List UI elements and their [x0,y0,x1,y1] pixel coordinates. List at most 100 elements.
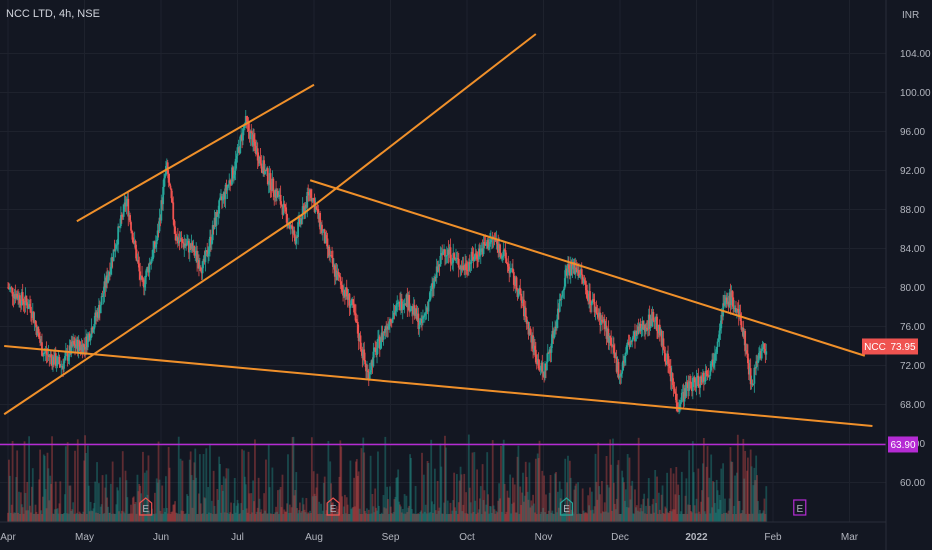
candle-body [496,239,499,244]
volume-bar [752,485,755,522]
volume-bar [568,460,571,522]
volume-bar [276,490,279,522]
candle-body [666,353,669,365]
volume-bar [39,449,42,522]
volume-bar [442,513,445,522]
candle-body [206,250,209,257]
candle-body [324,235,327,244]
volume-bar [634,489,636,522]
candle-body [344,287,347,297]
volume-bar [354,506,356,522]
candle-body [690,382,692,384]
volume-bar [431,501,434,522]
candle-body [441,253,444,255]
candle-body [39,338,42,343]
candle-body [201,261,204,274]
candle-body [10,287,13,289]
volume-bar [520,504,523,522]
candle-body [360,349,363,352]
candle-body [465,263,467,270]
volume-bar [715,479,718,522]
volume-bar [549,474,552,522]
x-tick-label: Feb [764,532,782,543]
candle-body [329,255,332,257]
candle-body [369,370,372,373]
candle-body [589,291,591,304]
volume-bar [307,512,310,522]
candle-body [241,134,243,141]
candle-body [500,256,503,259]
candle-body [163,178,165,187]
candle-body [643,325,646,330]
volume-bar [760,513,763,522]
candle-body [735,309,738,312]
volume-bar [74,450,76,522]
trendlines[interactable] [0,33,886,446]
volume-bar [729,447,732,522]
candle-body [527,321,530,335]
candle-body [505,258,508,264]
candle-body [424,312,427,314]
volume-bar [718,494,721,522]
volume-bar [672,473,675,522]
volume-bar [108,512,110,522]
volume-bar [535,513,538,522]
volume-bar [747,513,750,522]
volume-bar [375,507,378,522]
candle-body [340,281,343,285]
volume-bar [719,500,722,522]
y-tick-label: 68.00 [900,400,925,411]
volume-bar [576,513,579,522]
earnings-event-icon[interactable]: E [139,497,153,516]
candle-body [258,156,261,164]
volume-bar [503,483,506,522]
candle-body [63,360,65,369]
candle-body [719,328,722,331]
volume-bar [717,509,720,522]
volume-bar [63,513,65,522]
candle-body [702,372,704,382]
volume-bar [517,445,520,522]
candle-body [261,168,264,174]
earnings-event-icon[interactable]: E [793,499,807,516]
candle-body [623,355,626,363]
candle-body [607,328,610,343]
volume-bar [657,513,659,522]
candle-body [302,206,305,208]
volume-bar [255,511,258,522]
volume-bar [733,505,736,522]
volume-bar [725,512,728,522]
volume-bar [405,495,408,522]
candle-body [169,185,172,189]
candle-body [650,318,653,327]
volume-bar [379,513,382,522]
volume-bar [710,454,713,522]
candle-body [428,300,431,302]
volume-bar [619,513,622,522]
volume-bar [668,513,670,522]
candle-body [698,386,701,388]
volume-bar [554,473,557,522]
candle-body [630,341,633,343]
candle-body [716,341,719,348]
volume-bar [467,434,470,522]
candle-body [139,271,142,280]
volume-bar [176,513,179,522]
volume-bar [32,513,35,522]
candle-body [611,345,613,346]
volume-bar [249,513,252,522]
volume-bar [730,461,733,522]
earnings-event-icon[interactable]: E [559,497,574,516]
candle-body [657,324,660,334]
candle-body [216,212,219,217]
volume-bar [496,512,499,522]
earnings-event-icon[interactable]: E [326,497,340,516]
candle-body [593,301,596,313]
x-tick-label: 2022 [685,532,708,543]
candle-body [566,268,568,276]
volume-bar [543,475,546,522]
volume-bar [765,486,768,522]
